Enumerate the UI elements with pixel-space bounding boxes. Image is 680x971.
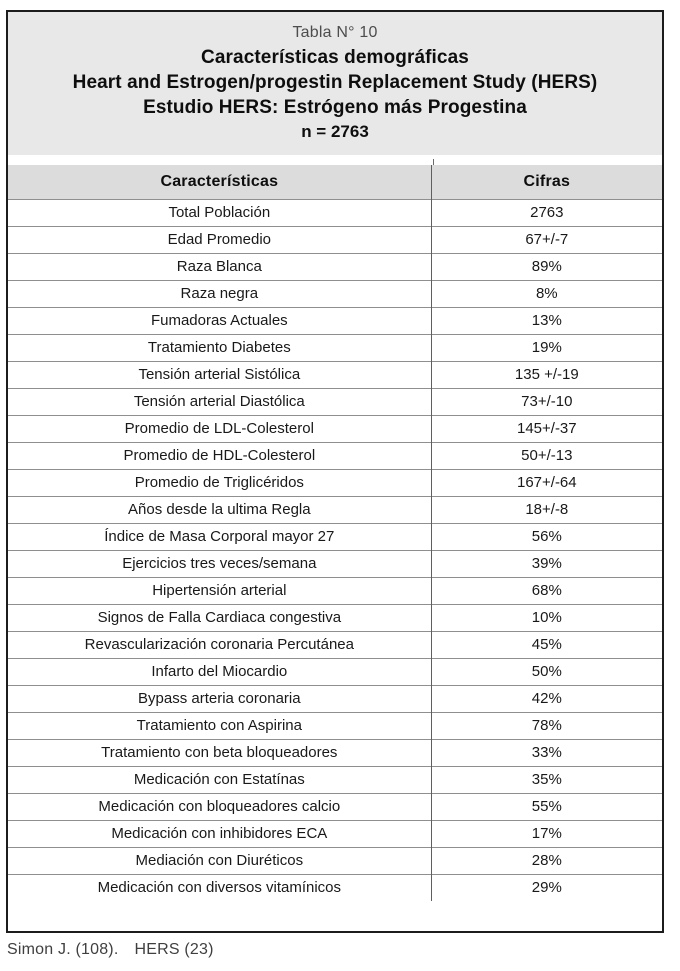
- row-characteristic: Medicación con diversos vitamínicos: [8, 873, 432, 901]
- row-value: 45%: [430, 630, 662, 658]
- row-value: 8%: [430, 279, 662, 307]
- caption-sample-size: n = 2763: [301, 122, 369, 141]
- table-row: Raza negra 8%: [8, 279, 662, 307]
- row-characteristic: Tensión arterial Diastólica: [8, 387, 432, 415]
- row-characteristic: Hipertensión arterial: [8, 576, 432, 604]
- header-cifras: Cifras: [430, 165, 662, 199]
- row-value: 145+/-37: [430, 414, 662, 442]
- table-row: Medicación con diversos vitamínicos 29%: [8, 873, 662, 901]
- table-row: Medicación con inhibidores ECA 17%: [8, 819, 662, 847]
- table-row: Tratamiento Diabetes 19%: [8, 333, 662, 361]
- row-value: 68%: [430, 576, 662, 604]
- row-characteristic: Medicación con bloqueadores calcio: [8, 792, 432, 820]
- row-characteristic: Años desde la ultima Regla: [8, 495, 432, 523]
- row-value: 2763: [430, 198, 662, 226]
- table-row: Signos de Falla Cardiaca congestiva 10%: [8, 603, 662, 631]
- row-characteristic: Promedio de HDL-Colesterol: [8, 441, 432, 469]
- row-value: 18+/-8: [430, 495, 662, 523]
- header-characteristics: Características: [8, 165, 432, 199]
- row-value: 29%: [430, 873, 662, 901]
- caption-title-es: Características demográficas: [201, 47, 469, 68]
- table-row: Promedio de Triglicéridos 167+/-64: [8, 468, 662, 496]
- caption-table-number: Tabla N° 10: [292, 24, 378, 41]
- table-row: Promedio de LDL-Colesterol 145+/-37: [8, 414, 662, 442]
- row-value: 13%: [430, 306, 662, 334]
- table-row: Tratamiento con Aspirina 78%: [8, 711, 662, 739]
- row-value: 33%: [430, 738, 662, 766]
- row-characteristic: Edad Promedio: [8, 225, 432, 253]
- table-row: Infarto del Miocardio 50%: [8, 657, 662, 685]
- row-characteristic: Índice de Masa Corporal mayor 27: [8, 522, 432, 550]
- row-value: 55%: [430, 792, 662, 820]
- table-row: Total Población 2763: [8, 198, 662, 226]
- row-value: 35%: [430, 765, 662, 793]
- table-frame: Tabla N° 10 Características demográficas…: [6, 10, 664, 933]
- row-value: 39%: [430, 549, 662, 577]
- row-value: 73+/-10: [430, 387, 662, 415]
- column-divider-tick: [433, 159, 434, 165]
- citation-author: Simon J. (108).: [7, 941, 119, 958]
- row-characteristic: Tratamiento con Aspirina: [8, 711, 432, 739]
- table-row: Raza Blanca 89%: [8, 252, 662, 280]
- row-characteristic: Signos de Falla Cardiaca congestiva: [8, 603, 432, 631]
- row-characteristic: Infarto del Miocardio: [8, 657, 432, 685]
- row-characteristic: Tensión arterial Sistólica: [8, 360, 432, 388]
- row-characteristic: Raza negra: [8, 279, 432, 307]
- table-row: Promedio de HDL-Colesterol 50+/-13: [8, 441, 662, 469]
- row-value: 135 +/-19: [430, 360, 662, 388]
- table-row: Hipertensión arterial 68%: [8, 576, 662, 604]
- row-value: 56%: [430, 522, 662, 550]
- row-characteristic: Tratamiento con beta bloqueadores: [8, 738, 432, 766]
- row-characteristic: Bypass arteria coronaria: [8, 684, 432, 712]
- row-characteristic: Fumadoras Actuales: [8, 306, 432, 334]
- row-characteristic: Revascularización coronaria Percutánea: [8, 630, 432, 658]
- row-value: 89%: [430, 252, 662, 280]
- table-row: Tensión arterial Sistólica 135 +/-19: [8, 360, 662, 388]
- table-header-row: Características Cifras: [8, 165, 662, 199]
- row-value: 50+/-13: [430, 441, 662, 469]
- table-row: Medicación con Estatínas 35%: [8, 765, 662, 793]
- row-characteristic: Raza Blanca: [8, 252, 432, 280]
- table-row: Años desde la ultima Regla 18+/-8: [8, 495, 662, 523]
- table-row: Medicación con bloqueadores calcio 55%: [8, 792, 662, 820]
- table-row: Edad Promedio 67+/-7: [8, 225, 662, 253]
- row-characteristic: Ejercicios tres veces/semana: [8, 549, 432, 577]
- row-characteristic: Total Población: [8, 198, 432, 226]
- table-row: Revascularización coronaria Percutánea 4…: [8, 630, 662, 658]
- row-characteristic: Tratamiento Diabetes: [8, 333, 432, 361]
- caption-title-en: Heart and Estrogen/progestin Replacement…: [72, 72, 598, 93]
- row-value: 28%: [430, 846, 662, 874]
- table-row: Tratamiento con beta bloqueadores 33%: [8, 738, 662, 766]
- row-value: 167+/-64: [430, 468, 662, 496]
- table-row: Fumadoras Actuales 13%: [8, 306, 662, 334]
- row-value: 50%: [430, 657, 662, 685]
- row-characteristic: Mediación con Diuréticos: [8, 846, 432, 874]
- table-row: Mediación con Diuréticos 28%: [8, 846, 662, 874]
- table-row: Ejercicios tres veces/semana 39%: [8, 549, 662, 577]
- row-value: 42%: [430, 684, 662, 712]
- demographics-table: Características Cifras Total Población 2…: [8, 165, 662, 901]
- row-value: 17%: [430, 819, 662, 847]
- row-value: 19%: [430, 333, 662, 361]
- row-value: 67+/-7: [430, 225, 662, 253]
- caption-table-gap: [8, 155, 662, 165]
- table-caption: Tabla N° 10 Características demográficas…: [8, 12, 662, 155]
- row-characteristic: Medicación con Estatínas: [8, 765, 432, 793]
- row-characteristic: Promedio de Triglicéridos: [8, 468, 432, 496]
- table-row: Índice de Masa Corporal mayor 27 56%: [8, 522, 662, 550]
- caption-subtitle: Estudio HERS: Estrógeno más Progestina: [143, 97, 527, 118]
- row-value: 10%: [430, 603, 662, 631]
- table-body: Total Población 2763 Edad Promedio 67+/-…: [8, 198, 662, 901]
- row-characteristic: Medicación con inhibidores ECA: [8, 819, 432, 847]
- citation-footer: Simon J. (108). HERS (23): [7, 941, 214, 959]
- row-value: 78%: [430, 711, 662, 739]
- table-row: Bypass arteria coronaria 42%: [8, 684, 662, 712]
- row-characteristic: Promedio de LDL-Colesterol: [8, 414, 432, 442]
- table-row: Tensión arterial Diastólica 73+/-10: [8, 387, 662, 415]
- citation-source: HERS (23): [134, 941, 214, 958]
